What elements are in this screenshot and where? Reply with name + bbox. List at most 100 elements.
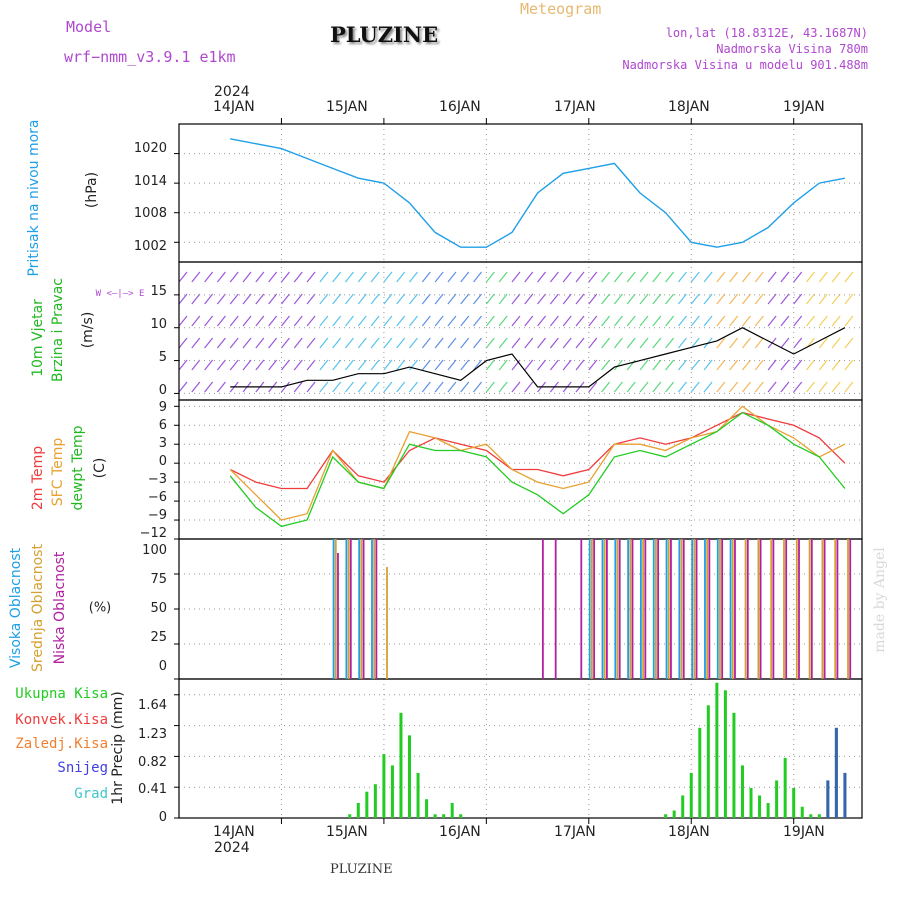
wind-barb (280, 359, 290, 371)
wind-barb (268, 271, 278, 283)
wind-barb (690, 337, 700, 349)
wind-barb (178, 271, 188, 283)
bottom-day-label: 19JAN (783, 824, 825, 840)
model-elevation-label: Nadmorska Visina u modelu 901.488m (622, 58, 868, 72)
precip-bar (783, 757, 787, 818)
wind-barb (229, 293, 239, 305)
wind-barb (601, 271, 611, 283)
wind-barb (549, 337, 559, 349)
precip-bar (365, 791, 369, 818)
bottom-day-label: 15JAN (326, 824, 368, 840)
wind-barb (229, 337, 239, 349)
wind-barb (677, 359, 687, 371)
wind-barb (537, 271, 547, 283)
cloud-bar (719, 539, 721, 679)
cloud-bar (593, 539, 595, 679)
cloud-bar (332, 539, 335, 679)
wind-barb (818, 381, 828, 393)
cloud-bar (759, 539, 762, 679)
precip-bar (408, 735, 412, 818)
precip-legend-convective: Konvek.Kisa (15, 712, 108, 728)
wind-barb (473, 359, 483, 371)
cloud-bar (695, 539, 698, 679)
wind-barb (639, 381, 649, 393)
wind-barb (332, 293, 342, 305)
wind-barb (421, 315, 431, 327)
wind-barb (742, 271, 751, 283)
cloud-bar (652, 539, 655, 679)
wind-barb (754, 381, 764, 393)
wind-barb (204, 293, 214, 305)
wind-barb (729, 337, 739, 349)
wind-barb (434, 293, 444, 305)
wind-barb (613, 271, 623, 283)
cloud-bar (371, 539, 373, 679)
cloud-bar (588, 539, 591, 679)
precip-bar (817, 814, 821, 818)
wind-barb (396, 381, 406, 393)
wind-barb (204, 337, 214, 349)
wind-barb (319, 315, 329, 327)
wind-barb (280, 381, 290, 393)
wind-barb (383, 337, 393, 349)
precip-legend-hail: Grad (74, 786, 108, 802)
wind-barb (306, 315, 316, 327)
wind-barb (716, 315, 726, 327)
wind-barb (665, 271, 675, 283)
wind-barb (831, 337, 841, 349)
wind-barb (447, 293, 457, 305)
wind-barb (345, 359, 354, 371)
cloud-bar (655, 539, 657, 679)
wind-barb (409, 271, 418, 283)
wind-barb (345, 293, 354, 305)
wind-barb (204, 271, 214, 283)
precip-tick-label: 1.23 (138, 727, 167, 742)
wind-barb (716, 381, 726, 393)
wind-barb (460, 359, 470, 371)
wind-barb (639, 337, 649, 349)
wind-barb (626, 337, 636, 349)
cloud-bar (708, 539, 711, 679)
wind-barb (754, 337, 764, 349)
precip-bar (732, 712, 736, 818)
wind-barb (485, 337, 495, 349)
temp-tick-label: 9 (158, 400, 167, 415)
cloud-bar (337, 553, 339, 679)
wind-barb (293, 381, 303, 393)
cloud-bar (644, 539, 647, 679)
temp-line (229, 405, 846, 521)
wind-barb (729, 293, 739, 305)
top-day-label: 18JAN (668, 99, 710, 115)
wind-barb (780, 293, 790, 305)
wind-barb (191, 271, 201, 283)
wind-barb (677, 293, 687, 305)
wind-barb (780, 381, 790, 393)
wind-barb (831, 315, 841, 327)
lonlat-label: lon,lat (18.8312E, 43.1687N) (665, 26, 868, 40)
wind-barb (613, 293, 623, 305)
wind-barb (588, 359, 598, 371)
elevation-label: Nadmorska Visina 780m (716, 42, 868, 56)
wind-barb (703, 359, 713, 371)
wind-barb (652, 293, 662, 305)
wind-barb (767, 315, 777, 327)
station-title: PLUZINE (330, 22, 439, 47)
precip-bar (433, 814, 437, 818)
precip-bar (689, 772, 693, 818)
wind-barb (229, 315, 239, 327)
precip-bar (740, 765, 744, 818)
wind-barb (447, 381, 457, 393)
wind-barb (460, 271, 470, 283)
wind-barb (601, 315, 611, 327)
wind-barb (524, 293, 534, 305)
wind-tick-label: 0 (158, 383, 167, 398)
cloud-bar (772, 539, 775, 679)
precip-bar (348, 814, 352, 818)
wind-barb (498, 359, 508, 371)
bottom-year-label: 2024 (214, 840, 250, 856)
wind-barb (191, 381, 201, 393)
precip-bar (356, 802, 360, 818)
wind-barb (690, 315, 700, 327)
cloud-bar (345, 539, 348, 679)
cloud-bar (665, 539, 668, 679)
